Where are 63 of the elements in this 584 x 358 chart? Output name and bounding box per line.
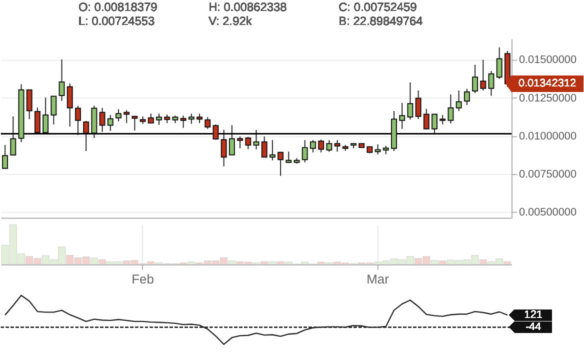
x-tick-label: Mar (366, 272, 390, 287)
candlestick (237, 136, 244, 149)
y-tick-label: 0.01000000 (518, 130, 577, 142)
candlestick (423, 108, 430, 130)
candlestick (245, 136, 252, 150)
x-tick-label: Feb (132, 272, 154, 287)
candlestick (74, 105, 81, 136)
candlestick (253, 129, 260, 150)
candlestick (132, 115, 138, 132)
text: L: 0.00724553 (78, 14, 155, 28)
candlestick (34, 107, 40, 134)
candlestick (228, 124, 235, 156)
candlestick (399, 102, 406, 130)
candlestick (10, 116, 16, 156)
candlestick (302, 140, 308, 163)
candlestick (188, 113, 194, 124)
candlestick (407, 82, 414, 120)
candlestick (2, 144, 8, 170)
text: -44 (525, 321, 542, 334)
candlestick (456, 90, 462, 112)
candlestick (472, 64, 478, 94)
candlestick (66, 83, 73, 128)
candlestick (310, 140, 316, 153)
y-tick-label: 0.00500000 (518, 206, 577, 218)
candlestick (50, 96, 57, 125)
candlestick (440, 114, 446, 125)
y-tick-label: 0.01250000 (518, 92, 577, 104)
candlestick (488, 70, 494, 96)
candlestick (116, 108, 122, 122)
text: 121 (524, 309, 542, 322)
candlestick (180, 115, 186, 128)
candlestick (261, 136, 268, 158)
candlestick (432, 114, 438, 134)
candlestick (334, 140, 340, 152)
candlestick (42, 97, 49, 134)
y-tick-label: 0.00750000 (518, 168, 577, 180)
candlestick (374, 144, 381, 156)
candlestick (58, 58, 65, 102)
candlestick (204, 116, 211, 130)
candlestick (496, 46, 502, 80)
candlestick (107, 114, 114, 132)
candlestick (196, 113, 203, 124)
text: O: 0.00818379 (78, 0, 158, 14)
candlestick (269, 140, 276, 161)
candlestick (318, 139, 324, 153)
candlestick (26, 89, 32, 120)
candlestick (464, 88, 470, 106)
candlestick (99, 107, 106, 132)
candlestick (220, 129, 227, 167)
candlestick (415, 90, 422, 120)
text: C: 0.00752459 (338, 0, 418, 14)
y-tick-label: 0.01500000 (518, 54, 577, 66)
candlestick (83, 120, 90, 152)
candlestick (448, 94, 454, 124)
text: 0.01342312 (518, 78, 576, 90)
candlestick (124, 110, 130, 124)
text: V: 2.92k (208, 14, 252, 28)
candlestick (326, 140, 332, 152)
text: H: 0.00862338 (208, 0, 288, 14)
candlestick (156, 113, 162, 126)
candlestick (480, 59, 486, 92)
candlestick (278, 151, 284, 176)
text: B: 22.89849764 (338, 14, 424, 28)
